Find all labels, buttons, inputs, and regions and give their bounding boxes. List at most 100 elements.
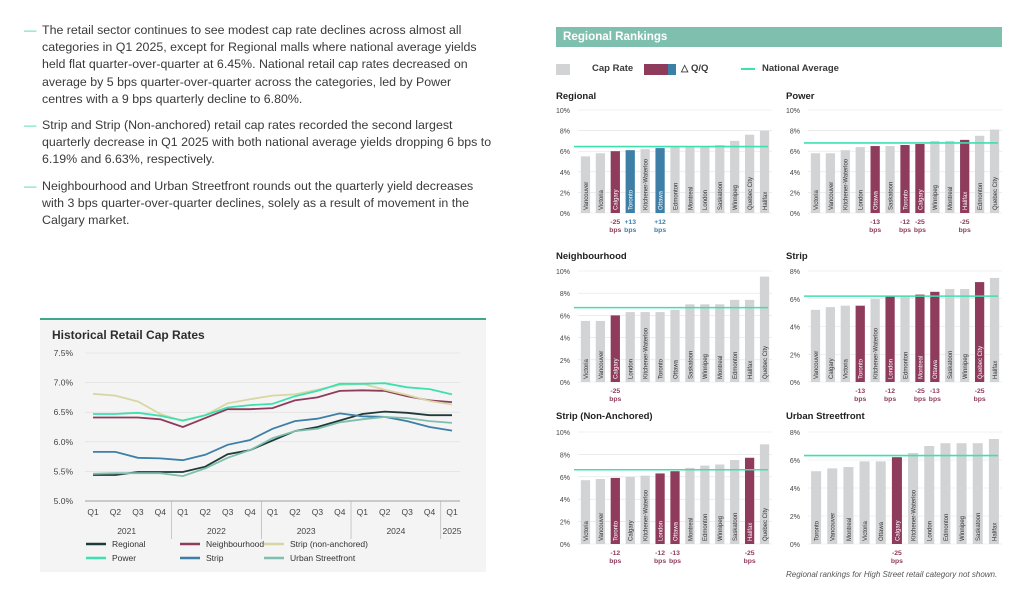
qq-change-unit: bps (869, 227, 881, 234)
panel-title: Power (786, 91, 815, 102)
qq-change-unit: bps (654, 558, 666, 565)
category-label: Victoria (844, 358, 850, 379)
qq-change-unit: bps (669, 558, 681, 565)
series-line-neighbourhood (93, 389, 453, 428)
category-label: Ottawa (933, 359, 939, 379)
bar-edmonton (974, 135, 985, 213)
y-tick-label: 4% (560, 170, 570, 177)
category-label: Edmonton (703, 514, 709, 541)
x-tick-label: Q4 (244, 507, 256, 517)
bar-saskatoon (685, 304, 695, 382)
bar-toronto (900, 145, 910, 213)
category-label: London (859, 190, 865, 210)
x-tick-label: Q1 (267, 507, 279, 517)
category-label: Halifax (963, 192, 969, 210)
category-label: Toronto (658, 358, 664, 379)
x-tick-label: Q4 (155, 507, 167, 517)
bar-calgary (915, 143, 925, 213)
y-tick-label: 8% (560, 129, 570, 136)
bar-kitchener-waterloo (840, 150, 850, 213)
category-label: Quebec City (748, 177, 754, 210)
bullet-text: Neighbourhood and Urban Streetfront roun… (42, 178, 474, 228)
footnote: Regional rankings for High Street retail… (786, 570, 998, 579)
category-label: Toronto (814, 520, 820, 541)
bar-vancouver (827, 468, 838, 544)
bar-edmonton (670, 147, 680, 213)
bar-london (700, 146, 710, 213)
bar-saskatoon (715, 145, 725, 213)
category-label: Halifax (763, 192, 769, 210)
bar-saskatoon (730, 460, 740, 544)
qq-change-unit: bps (929, 396, 941, 403)
category-label: Saskatoon (888, 182, 894, 210)
category-label: Montreal (688, 518, 694, 541)
bar-saskatoon (945, 289, 955, 382)
category-label: Victoria (584, 358, 590, 379)
bar-quebec-city (989, 129, 1000, 213)
bar-ottawa (670, 309, 680, 382)
qq-change-unit: bps (624, 227, 636, 234)
x-tick-label: Q2 (200, 507, 212, 517)
qq-change-label: -12 (655, 550, 665, 557)
bar-vancouver (595, 479, 606, 544)
category-label: Ottawa (879, 521, 885, 541)
commentary: — The retail sector continues to see mode… (24, 22, 494, 238)
bar-vancouver (595, 320, 606, 382)
bar-ottawa (655, 148, 665, 213)
bar-chart-neighbourhood: Neighbourhood 0% 2% 4% 6% 8% 10% Victoria Vancou… (556, 251, 772, 403)
x-tick-label: Q3 (312, 507, 324, 517)
bar-ottawa (875, 461, 886, 544)
y-tick-label: 0% (560, 211, 570, 218)
category-label: Saskatoon (688, 351, 694, 379)
bar-ottawa (670, 471, 680, 544)
y-tick-label: 7.5% (54, 348, 74, 358)
x-tick-label: Q2 (379, 507, 391, 517)
category-label: Winnipeg (718, 516, 724, 541)
qq-change-label: -13 (855, 388, 865, 395)
bar-edmonton (730, 299, 740, 382)
panel-title: Strip (786, 251, 808, 262)
bullet-text: The retail sector continues to see modes… (42, 23, 477, 106)
chart-title: Historical Retail Cap Rates (52, 328, 205, 342)
y-tick-label: 10% (556, 430, 570, 437)
bar-kitchener-waterloo (640, 312, 650, 382)
category-label: Calgary (895, 520, 901, 541)
qq-change-label: -25 (915, 388, 925, 395)
y-tick-label: 2% (790, 190, 800, 197)
qq-change-unit: bps (884, 396, 896, 403)
category-label: Toronto (903, 189, 909, 210)
y-tick-label: 8% (560, 291, 570, 298)
category-label: Edmonton (673, 183, 679, 210)
bar-saskatoon (972, 443, 983, 544)
bar-ottawa (870, 146, 880, 213)
category-label: Montreal (688, 187, 694, 210)
category-label: Halifax (748, 361, 754, 379)
bar-montreal (915, 294, 925, 382)
year-label: 2023 (297, 526, 316, 536)
bar-kitchener-waterloo (640, 149, 650, 213)
qq-change-unit: bps (609, 227, 621, 234)
bar-winnipeg (730, 140, 740, 213)
y-tick-label: 6% (790, 458, 800, 465)
category-label: Winnipeg (963, 354, 969, 379)
category-label: Calgary (918, 189, 924, 210)
category-label: Ottawa (673, 359, 679, 379)
qq-change-label: -25 (915, 219, 925, 226)
bar-victoria (859, 461, 870, 544)
category-label: Saskatoon (948, 351, 954, 379)
x-tick-label: Q4 (334, 507, 346, 517)
category-label: Kitchener-Waterloo (911, 489, 917, 541)
y-tick-label: 4% (790, 325, 800, 332)
legend-cap-rate-swatch (556, 64, 570, 75)
y-tick-label: 2% (560, 190, 570, 197)
y-tick-label: 6% (560, 475, 570, 482)
qq-change-label: -12 (885, 388, 895, 395)
bar-chart-regional: Regional 0% 2% 4% 6% 8% 10% Vancouver Victoria Ca… (556, 91, 772, 234)
legend-label: Urban Streetfront (290, 553, 356, 563)
bar-winnipeg (956, 443, 967, 544)
y-tick-label: 2% (560, 358, 570, 365)
category-label: Toronto (614, 520, 620, 541)
x-tick-label: Q2 (110, 507, 122, 517)
bar-calgary (610, 151, 620, 213)
y-tick-label: 10% (556, 269, 570, 276)
